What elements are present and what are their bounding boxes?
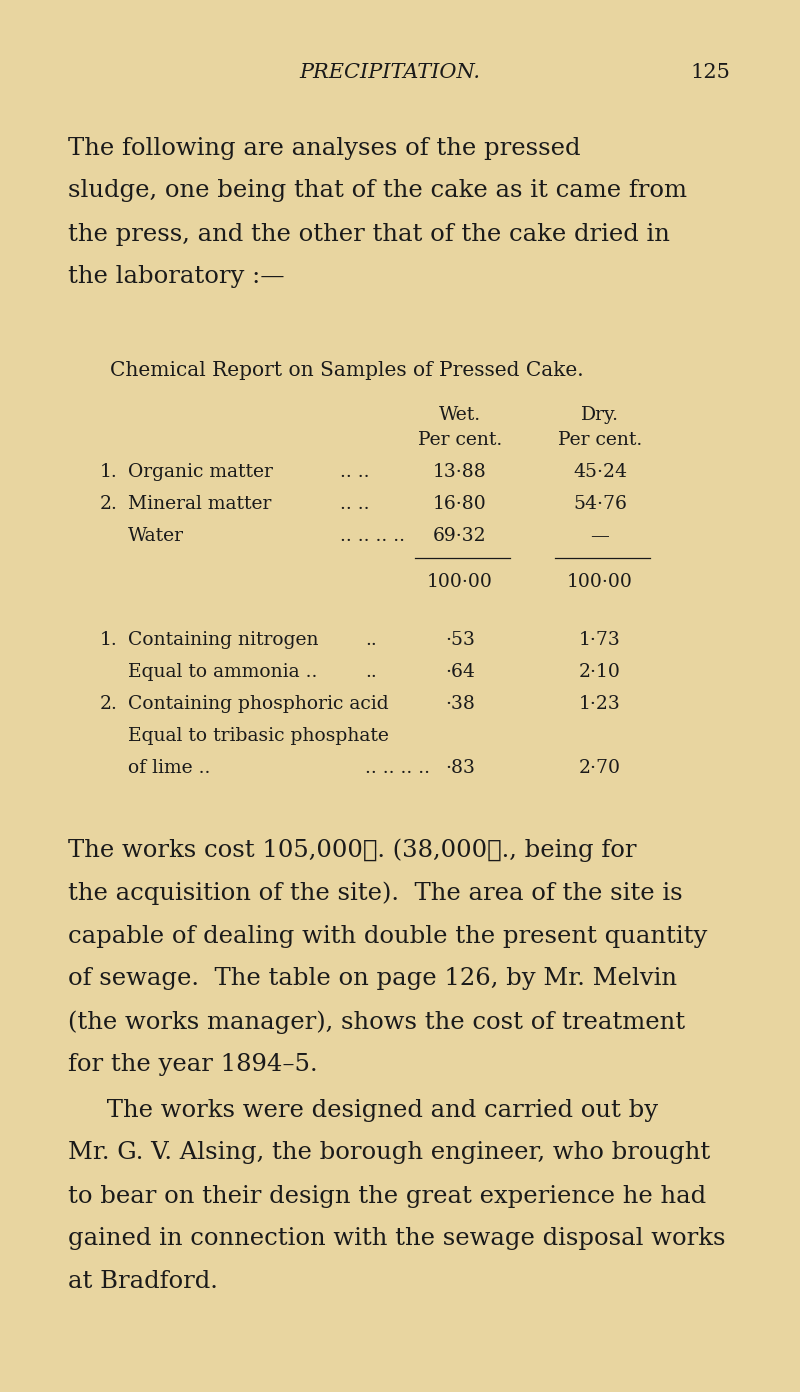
Text: ·83: ·83 bbox=[445, 759, 475, 777]
Text: Chemical Report on Samples of Pressed Cake.: Chemical Report on Samples of Pressed Ca… bbox=[110, 361, 584, 380]
Text: at Bradford.: at Bradford. bbox=[68, 1271, 218, 1293]
Text: ..: .. bbox=[365, 631, 377, 649]
Text: .. ..: .. .. bbox=[340, 496, 370, 514]
Text: 2·10: 2·10 bbox=[579, 663, 621, 681]
Text: the press, and the other that of the cake dried in: the press, and the other that of the cak… bbox=[68, 223, 670, 245]
Text: Mineral matter: Mineral matter bbox=[128, 496, 271, 514]
Text: ·64: ·64 bbox=[445, 663, 475, 681]
Text: Dry.: Dry. bbox=[581, 406, 619, 425]
Text: 2.: 2. bbox=[100, 496, 118, 514]
Text: .. ..: .. .. bbox=[340, 464, 370, 482]
Text: the laboratory :—: the laboratory :— bbox=[68, 266, 285, 288]
Text: 69·32: 69·32 bbox=[433, 528, 487, 546]
Text: the acquisition of the site).  The area of the site is: the acquisition of the site). The area o… bbox=[68, 881, 682, 905]
Text: to bear on their design the great experience he had: to bear on their design the great experi… bbox=[68, 1185, 706, 1207]
Text: The works were designed and carried out by: The works were designed and carried out … bbox=[68, 1098, 658, 1122]
Text: Per cent.: Per cent. bbox=[418, 432, 502, 450]
Text: ·53: ·53 bbox=[445, 631, 475, 649]
Text: The following are analyses of the pressed: The following are analyses of the presse… bbox=[68, 136, 581, 160]
Text: 13·88: 13·88 bbox=[433, 464, 487, 482]
Text: 2.: 2. bbox=[100, 695, 118, 713]
Text: 2·70: 2·70 bbox=[579, 759, 621, 777]
Text: ..: .. bbox=[365, 663, 377, 681]
Text: 16·80: 16·80 bbox=[433, 496, 487, 514]
Text: Containing phosphoric acid: Containing phosphoric acid bbox=[128, 695, 389, 713]
Text: of sewage.  The table on page 126, by Mr. Melvin: of sewage. The table on page 126, by Mr.… bbox=[68, 967, 677, 991]
Text: Mr. G. V. Alsing, the borough engineer, who brought: Mr. G. V. Alsing, the borough engineer, … bbox=[68, 1141, 710, 1165]
Text: 45·24: 45·24 bbox=[573, 464, 627, 482]
Text: for the year 1894–5.: for the year 1894–5. bbox=[68, 1054, 318, 1076]
Text: gained in connection with the sewage disposal works: gained in connection with the sewage dis… bbox=[68, 1228, 726, 1250]
Text: 100·00: 100·00 bbox=[567, 574, 633, 592]
Text: 100·00: 100·00 bbox=[427, 574, 493, 592]
Text: 125: 125 bbox=[690, 63, 730, 82]
Text: —: — bbox=[590, 528, 610, 546]
Text: .. .. .. ..: .. .. .. .. bbox=[340, 528, 405, 546]
Text: sludge, one being that of the cake as it came from: sludge, one being that of the cake as it… bbox=[68, 180, 687, 202]
Text: .. .. .. ..: .. .. .. .. bbox=[365, 759, 430, 777]
Text: (the works manager), shows the cost of treatment: (the works manager), shows the cost of t… bbox=[68, 1011, 685, 1034]
Text: 1·73: 1·73 bbox=[579, 631, 621, 649]
Text: Containing nitrogen: Containing nitrogen bbox=[128, 631, 318, 649]
Text: Wet.: Wet. bbox=[439, 406, 481, 425]
Text: 1·23: 1·23 bbox=[579, 695, 621, 713]
Text: ·38: ·38 bbox=[445, 695, 475, 713]
Text: Equal to tribasic phosphate: Equal to tribasic phosphate bbox=[128, 727, 389, 745]
Text: of lime ..: of lime .. bbox=[128, 759, 210, 777]
Text: Organic matter: Organic matter bbox=[128, 464, 273, 482]
Text: 1.: 1. bbox=[100, 464, 118, 482]
Text: The works cost 105,000ℓ. (38,000ℓ., being for: The works cost 105,000ℓ. (38,000ℓ., bein… bbox=[68, 838, 637, 862]
Text: PRECIPITATION.: PRECIPITATION. bbox=[299, 63, 481, 82]
Text: capable of dealing with double the present quantity: capable of dealing with double the prese… bbox=[68, 924, 707, 948]
Text: 1.: 1. bbox=[100, 631, 118, 649]
Text: Per cent.: Per cent. bbox=[558, 432, 642, 450]
Text: Equal to ammonia ..: Equal to ammonia .. bbox=[128, 663, 318, 681]
Text: 54·76: 54·76 bbox=[573, 496, 627, 514]
Text: Water: Water bbox=[128, 528, 184, 546]
